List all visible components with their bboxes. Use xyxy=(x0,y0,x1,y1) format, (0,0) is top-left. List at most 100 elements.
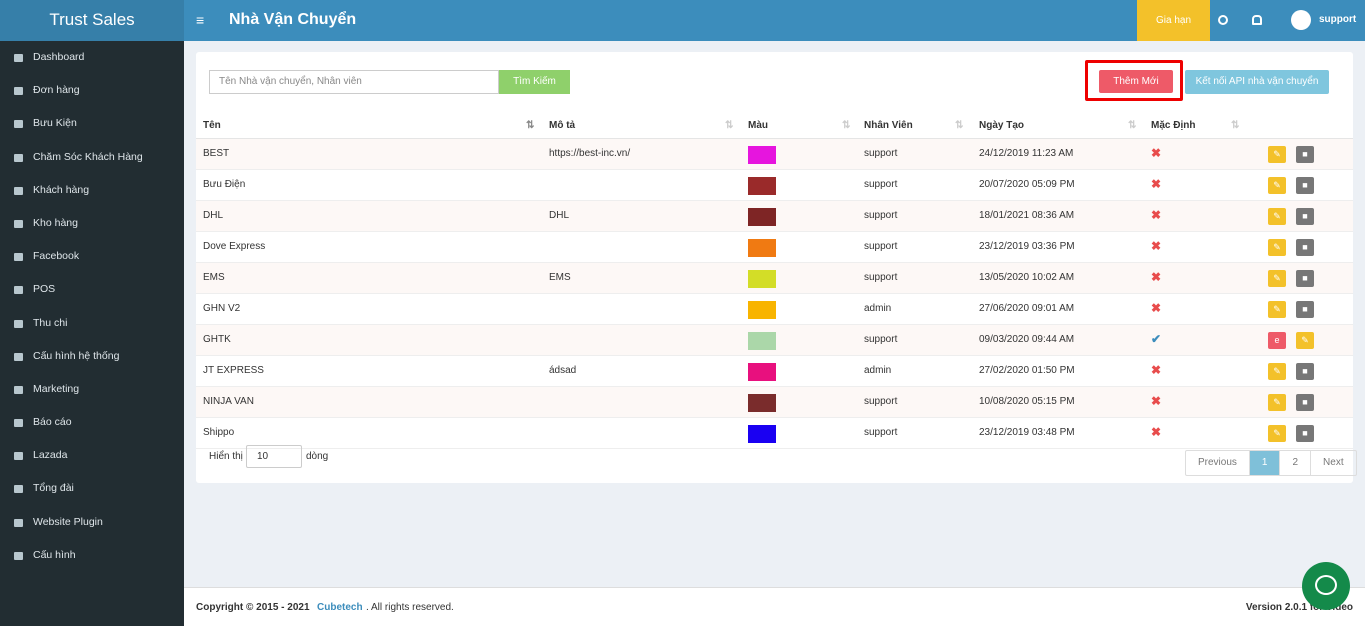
search-button[interactable]: Tìm Kiếm xyxy=(499,70,570,94)
api-button[interactable]: Kết nối API nhà vận chuyển xyxy=(1185,70,1329,94)
api-button[interactable]: e xyxy=(1268,332,1286,349)
default-flag: ✖ xyxy=(1151,394,1162,408)
chat-button[interactable] xyxy=(1302,562,1350,610)
edit-button[interactable]: ✎ xyxy=(1268,208,1286,225)
color-swatch xyxy=(748,270,776,288)
menu-item[interactable]: POS xyxy=(0,273,184,306)
brand[interactable]: Trust Sales xyxy=(0,0,184,41)
sidebar: Trust Sales Dashboard Đơn hàng Bưu Kiện Chă… xyxy=(0,0,184,626)
next-button[interactable]: Next xyxy=(1310,451,1356,475)
page-button[interactable]: 2 xyxy=(1279,451,1310,475)
company-link[interactable]: Cubetech xyxy=(317,602,363,613)
show-label: Hiển thị xyxy=(209,451,243,462)
globe-icon[interactable] xyxy=(1218,15,1228,25)
menu-icon xyxy=(14,219,23,228)
menu-item[interactable]: Dashboard xyxy=(0,41,184,74)
table-row: Shippo support 23/12/2019 03:48 PM ✖ ✎ ■ xyxy=(196,418,1353,449)
avatar[interactable] xyxy=(1291,10,1311,30)
delete-button[interactable]: ■ xyxy=(1296,425,1314,442)
bell-icon[interactable] xyxy=(1252,15,1262,25)
menu-icon xyxy=(14,286,23,295)
delete-button[interactable]: ■ xyxy=(1296,239,1314,256)
menu-toggle[interactable]: ≡ xyxy=(196,12,205,28)
cell-staff: support xyxy=(864,179,898,190)
delete-button[interactable]: ■ xyxy=(1296,177,1314,194)
sort-icon[interactable]: ⇅ xyxy=(526,120,535,131)
cell-name: Shippo xyxy=(203,427,235,438)
delete-button[interactable]: ■ xyxy=(1296,208,1314,225)
page-size-select[interactable]: 10 xyxy=(246,445,302,468)
delete-button[interactable]: ■ xyxy=(1296,270,1314,287)
table-row: DHL DHL support 18/01/2021 08:36 AM ✖ ✎ ■ xyxy=(196,201,1353,232)
edit-button[interactable]: ✎ xyxy=(1296,332,1314,349)
sort-icon[interactable]: ⇅ xyxy=(955,120,964,131)
menu-item[interactable]: Website Plugin xyxy=(0,506,184,539)
delete-button[interactable]: ■ xyxy=(1296,301,1314,318)
menu-item[interactable]: Facebook xyxy=(0,240,184,273)
cell-staff: support xyxy=(864,272,898,283)
previous-button[interactable]: Previous xyxy=(1198,457,1237,468)
cell-name: BEST xyxy=(203,148,230,159)
search-input[interactable]: Tên Nhà vận chuyển, Nhân viên xyxy=(209,70,499,94)
default-flag: ✖ xyxy=(1151,270,1162,284)
menu-item[interactable]: Báo cáo xyxy=(0,406,184,439)
menu-icon xyxy=(14,352,23,361)
delete-button[interactable]: ■ xyxy=(1296,146,1314,163)
column-header[interactable]: Màu xyxy=(748,120,768,131)
menu-icon xyxy=(14,87,23,96)
renew-button[interactable]: Gia hạn xyxy=(1137,0,1210,41)
cell-staff: support xyxy=(864,396,898,407)
menu-item[interactable]: Kho hàng xyxy=(0,207,184,240)
menu-item[interactable]: Đơn hàng xyxy=(0,74,184,107)
table-row: Dove Express support 23/12/2019 03:36 PM ✖ ✎… xyxy=(196,232,1353,263)
menu-item[interactable]: Bưu Kiện xyxy=(0,107,184,140)
edit-button[interactable]: ✎ xyxy=(1268,425,1286,442)
menu-item[interactable]: Chăm Sóc Khách Hàng xyxy=(0,141,184,174)
column-header[interactable]: Mặc Định xyxy=(1151,120,1196,131)
edit-button[interactable]: ✎ xyxy=(1268,146,1286,163)
sort-icon[interactable]: ⇅ xyxy=(842,120,851,131)
sort-icon[interactable]: ⇅ xyxy=(1128,120,1137,131)
menu-icon xyxy=(14,253,23,262)
edit-button[interactable]: ✎ xyxy=(1268,270,1286,287)
column-header[interactable]: Mô tả xyxy=(549,120,576,131)
sort-icon[interactable]: ⇅ xyxy=(1231,120,1240,131)
user-name[interactable]: support xyxy=(1319,14,1357,25)
menu-item[interactable]: Cấu hình xyxy=(0,539,184,572)
cell-created: 18/01/2021 08:36 AM xyxy=(979,210,1075,221)
table-row: EMS EMS support 13/05/2020 10:02 AM ✖ ✎ ■ xyxy=(196,263,1353,294)
column-header[interactable]: Tên xyxy=(203,120,221,131)
color-swatch xyxy=(748,146,776,164)
edit-button[interactable]: ✎ xyxy=(1268,363,1286,380)
column-header[interactable]: Nhân Viên xyxy=(864,120,913,131)
column-header[interactable]: Ngày Tạo xyxy=(979,120,1025,131)
default-flag: ✖ xyxy=(1151,208,1162,222)
cell-created: 13/05/2020 10:02 AM xyxy=(979,272,1075,283)
menu-icon xyxy=(14,319,23,328)
color-swatch xyxy=(748,301,776,319)
edit-button[interactable]: ✎ xyxy=(1268,239,1286,256)
cell-created: 27/06/2020 09:01 AM xyxy=(979,303,1075,314)
color-swatch xyxy=(748,239,776,257)
version: Version 2.0.1 for Video xyxy=(1245,602,1353,613)
menu-item[interactable]: Thu chi xyxy=(0,307,184,340)
delete-button[interactable]: ■ xyxy=(1296,363,1314,380)
sort-icon[interactable]: ⇅ xyxy=(725,120,734,131)
highlight-frame xyxy=(1085,60,1183,101)
menu-item[interactable]: Khách hàng xyxy=(0,174,184,207)
cell-desc: DHL xyxy=(549,210,570,221)
menu-item[interactable]: Lazada xyxy=(0,439,184,472)
menu-item[interactable]: Tổng đài xyxy=(0,472,184,505)
table-row: BEST https://best-inc.vn/support 24/12/201… xyxy=(196,139,1353,170)
add-button[interactable]: Thêm Mới xyxy=(1099,70,1173,93)
menu-icon xyxy=(14,186,23,195)
delete-button[interactable]: ■ xyxy=(1296,394,1314,411)
default-flag: ✖ xyxy=(1151,301,1162,315)
edit-button[interactable]: ✎ xyxy=(1268,177,1286,194)
edit-button[interactable]: ✎ xyxy=(1268,301,1286,318)
menu-icon xyxy=(14,518,23,527)
menu-item[interactable]: Cấu hình hệ thống xyxy=(0,340,184,373)
edit-button[interactable]: ✎ xyxy=(1268,394,1286,411)
menu-item[interactable]: Marketing xyxy=(0,373,184,406)
page-button[interactable]: 1 xyxy=(1248,451,1280,475)
